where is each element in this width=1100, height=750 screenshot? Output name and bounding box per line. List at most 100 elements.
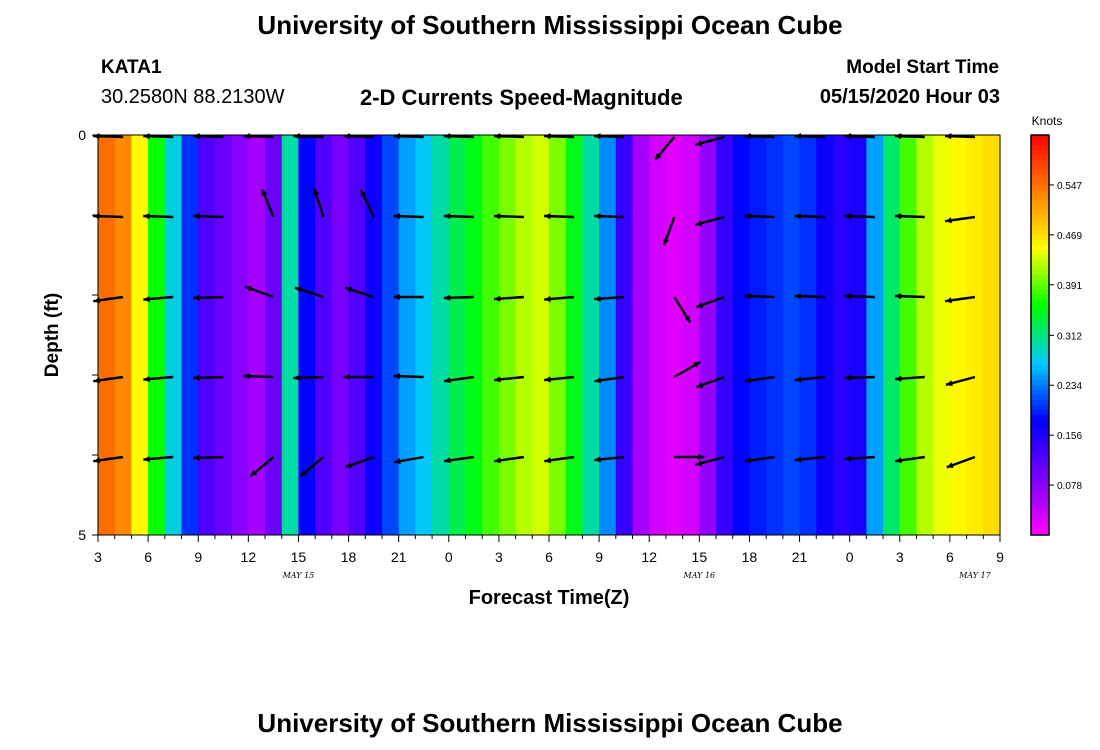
colorbar-segment — [1031, 350, 1049, 356]
date-label: MAY 17 — [958, 571, 992, 580]
colorbar-segment — [1031, 380, 1049, 386]
heatmap-column — [415, 135, 433, 535]
x-tick-label: 6 — [946, 549, 954, 565]
heatmap-column — [131, 135, 149, 535]
current-arrow — [695, 375, 725, 389]
current-arrow — [143, 375, 174, 383]
current-arrow — [544, 455, 575, 464]
model-start-label: Model Start Time — [846, 57, 999, 78]
heatmap-column — [214, 135, 233, 535]
current-arrow — [443, 455, 474, 464]
current-arrow — [594, 375, 625, 384]
colorbar-segment — [1031, 460, 1049, 466]
colorbar-segment — [1031, 385, 1049, 391]
x-tick-label: 3 — [896, 549, 904, 565]
heatmap-column — [482, 135, 500, 535]
colorbar-segment — [1031, 275, 1049, 281]
heatmap-column — [883, 135, 901, 535]
current-arrow — [443, 213, 474, 220]
x-tick-label: 9 — [996, 549, 1004, 565]
current-arrow — [744, 455, 775, 464]
current-arrow — [594, 455, 625, 463]
colorbar-segment — [1031, 195, 1049, 201]
heatmap-column — [682, 135, 700, 535]
colorbar-tick-label: 0.078 — [1057, 481, 1082, 492]
current-arrow — [794, 455, 825, 463]
footer-title: University of Southern Mississippi Ocean… — [257, 708, 843, 738]
heatmap-column — [649, 135, 667, 535]
current-arrow — [946, 455, 976, 469]
x-tick-label: 15 — [291, 549, 307, 565]
heatmap-column — [916, 135, 934, 535]
heatmap-column — [966, 135, 984, 535]
colorbar-segment — [1031, 440, 1049, 446]
colorbar-segment — [1031, 335, 1049, 341]
current-arrow — [844, 455, 875, 462]
colorbar-segment — [1031, 145, 1049, 151]
current-arrow — [945, 375, 976, 387]
heatmap-column — [148, 135, 166, 535]
colorbar-segment — [1031, 355, 1049, 361]
heatmap-column — [365, 135, 383, 535]
colorbar-segment — [1031, 250, 1049, 256]
heatmap-column — [315, 135, 333, 535]
heatmap-column — [732, 135, 751, 535]
current-arrow — [494, 455, 525, 464]
current-arrow — [344, 286, 374, 299]
current-arrow — [844, 213, 875, 220]
colorbar-segment — [1031, 465, 1049, 471]
current-arrow — [493, 375, 525, 383]
heatmap-column — [699, 135, 717, 535]
current-arrow — [744, 213, 775, 220]
colorbar-segment — [1031, 445, 1049, 451]
colorbar-segment — [1031, 315, 1049, 321]
heatmap-column — [381, 135, 400, 535]
colorbar-segment — [1031, 330, 1049, 336]
colorbar-segment — [1031, 325, 1049, 331]
heatmap-column — [98, 135, 116, 535]
heatmap-column — [432, 135, 450, 535]
current-arrow — [143, 213, 174, 220]
current-arrow — [673, 360, 701, 379]
x-tick-label: 6 — [545, 549, 553, 565]
colorbar-tick-label: 0.547 — [1057, 181, 1082, 192]
current-arrow — [695, 455, 725, 467]
colorbar-segment — [1031, 190, 1049, 196]
current-arrow — [744, 293, 775, 300]
colorbar-segment — [1031, 240, 1049, 246]
x-tick-label: 3 — [495, 549, 503, 565]
colorbar-segment — [1031, 475, 1049, 481]
heatmap-column — [465, 135, 483, 535]
colorbar-segment — [1031, 420, 1049, 426]
colorbar-segment — [1031, 220, 1049, 226]
current-arrow — [294, 286, 324, 299]
current-arrow — [143, 295, 174, 303]
colorbar-segment — [1031, 140, 1049, 146]
current-arrow — [894, 213, 925, 220]
station-id: KATA1 — [101, 57, 162, 78]
current-arrow — [343, 374, 374, 380]
colorbar-segment — [1031, 205, 1049, 211]
current-arrow — [393, 373, 424, 380]
current-arrow — [261, 188, 275, 218]
heatmap-column — [849, 135, 867, 535]
date-label: MAY 15 — [282, 571, 315, 580]
colorbar-segment — [1031, 215, 1049, 221]
heatmap-column — [114, 135, 132, 535]
heatmap-column — [498, 135, 517, 535]
current-arrow — [359, 189, 375, 218]
x-tick-label: 0 — [846, 549, 854, 565]
current-arrow — [249, 456, 275, 478]
current-arrow — [493, 295, 524, 302]
heatmap-column — [448, 135, 467, 535]
colorbar-segment — [1031, 185, 1049, 191]
y-axis-label: Depth (ft) — [42, 293, 63, 377]
heatmap-column — [766, 135, 784, 535]
current-arrow — [945, 295, 976, 304]
heatmap-column — [298, 135, 316, 535]
station-coordinates: 30.2580N 88.2130W — [101, 86, 285, 108]
current-arrow — [243, 373, 274, 380]
colorbar-segment — [1031, 405, 1049, 411]
colorbar-segment — [1031, 170, 1049, 176]
x-tick-label: 12 — [241, 549, 257, 565]
